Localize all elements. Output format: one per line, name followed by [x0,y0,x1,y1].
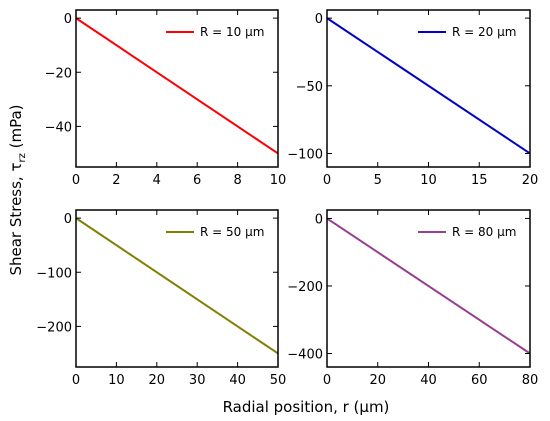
y-tick-label: 0 [64,212,72,227]
y-axis-title: Shear Stress, τrz (mPa) [7,104,28,275]
x-tick-label: 60 [471,373,488,388]
plot-frame [75,209,279,368]
x-tick-label: 0 [72,173,80,188]
series-line [75,217,279,355]
panel-2: 0 5 10 15 20 0 −50 −100 R = 20 μm [287,9,539,188]
y-tick-label: −200 [287,280,323,295]
y-tick-label: −100 [36,266,72,281]
x-tick-label: 30 [189,373,206,388]
x-tick-label: 50 [270,373,287,388]
plot-frame [75,9,279,168]
x-tick-label: 40 [229,373,246,388]
y-tick-label: 0 [315,12,323,27]
series-line [326,17,531,155]
y-tick-label: −50 [296,80,323,95]
x-axis-title: Radial position, r (μm) [223,398,390,416]
series-line [326,217,531,355]
plot-frame [326,9,531,168]
x-tick-label: 10 [420,173,437,188]
y-tick-label: 0 [315,212,323,227]
x-tick-label: 10 [270,173,287,188]
x-tick-label: 20 [369,373,386,388]
x-tick-label: 20 [149,373,166,388]
y-axis-title-unit: (mPa) [7,104,25,153]
panel-4: 0 20 40 60 80 0 −200 −400 R = 80 μm [287,209,539,388]
panel-1: 0 2 4 6 8 10 0 −20 −40 R = 10 μm [45,9,287,188]
x-tick-label: 4 [153,173,161,188]
legend-label: R = 20 μm [452,25,516,39]
x-tick-label: 2 [112,173,120,188]
y-tick-label: −100 [287,147,323,162]
y-axis-title-main: Shear Stress, τ [7,162,25,275]
legend-label: R = 50 μm [200,225,264,239]
y-tick-label: −200 [36,320,72,335]
y-tick-label: 0 [64,12,72,27]
x-tick-label: 5 [374,173,382,188]
x-tick-label: 15 [471,173,488,188]
x-tick-label: 80 [522,373,539,388]
y-axis-title-subscript: rz [17,153,28,162]
panel-3: 0 10 20 30 40 50 0 −100 −200 R = 50 μm [36,209,287,388]
x-tick-label: 0 [72,373,80,388]
x-tick-label: 8 [233,173,241,188]
series-line [75,17,279,155]
x-tick-label: 0 [323,373,331,388]
x-tick-label: 10 [108,373,125,388]
y-tick-label: −20 [45,66,72,81]
x-tick-label: 40 [420,373,437,388]
x-tick-label: 6 [193,173,201,188]
y-tick-label: −400 [287,347,323,362]
y-tick-label: −40 [45,120,72,135]
x-tick-label: 20 [522,173,539,188]
legend-label: R = 80 μm [452,225,516,239]
plot-frame [326,209,531,368]
x-tick-label: 0 [323,173,331,188]
legend-label: R = 10 μm [200,25,264,39]
